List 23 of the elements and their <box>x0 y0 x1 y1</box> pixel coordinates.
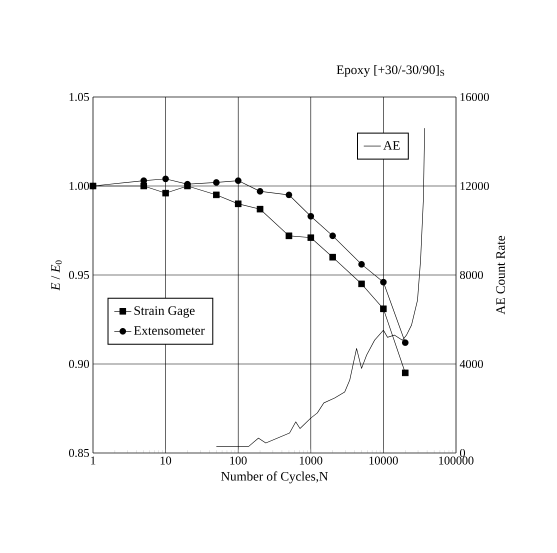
x-tick-label: 10 <box>160 456 172 465</box>
y2-axis-title: AE Count Rate <box>496 236 505 314</box>
x-tick-label: 1000 <box>300 456 322 465</box>
legend-label: Strain Gage <box>134 306 195 318</box>
y2-tick-label: 12000 <box>460 182 489 190</box>
y2-tick-label: 0 <box>460 448 466 458</box>
y-tick-label: 1.00 <box>70 182 90 190</box>
x-tick-label: 10000 <box>370 456 398 465</box>
legend-label: Extensometer <box>134 326 205 335</box>
x-tick-label: 100 <box>230 456 247 465</box>
x-axis-title: Number of Cycles,N <box>221 471 328 484</box>
y2-tick-label: 4000 <box>460 360 483 368</box>
legend-label: AE <box>383 141 400 150</box>
y2-tick-label: 8000 <box>460 270 483 280</box>
y-tick-label: 1.05 <box>70 92 90 102</box>
chart-title: Epoxy [+30/-30/90]$_{S}$ <box>336 65 444 77</box>
y-tick-label: 0.85 <box>69 448 90 458</box>
x-tick-label: 100000 <box>439 456 474 465</box>
y-axis-title: E / E$_{0}$ <box>51 260 62 291</box>
y-tick-label: 0.95 <box>69 270 90 280</box>
y-tick-label: 0.90 <box>69 360 90 368</box>
x-tick-label: 1 <box>91 456 96 464</box>
y2-tick-label: 16000 <box>460 92 489 102</box>
